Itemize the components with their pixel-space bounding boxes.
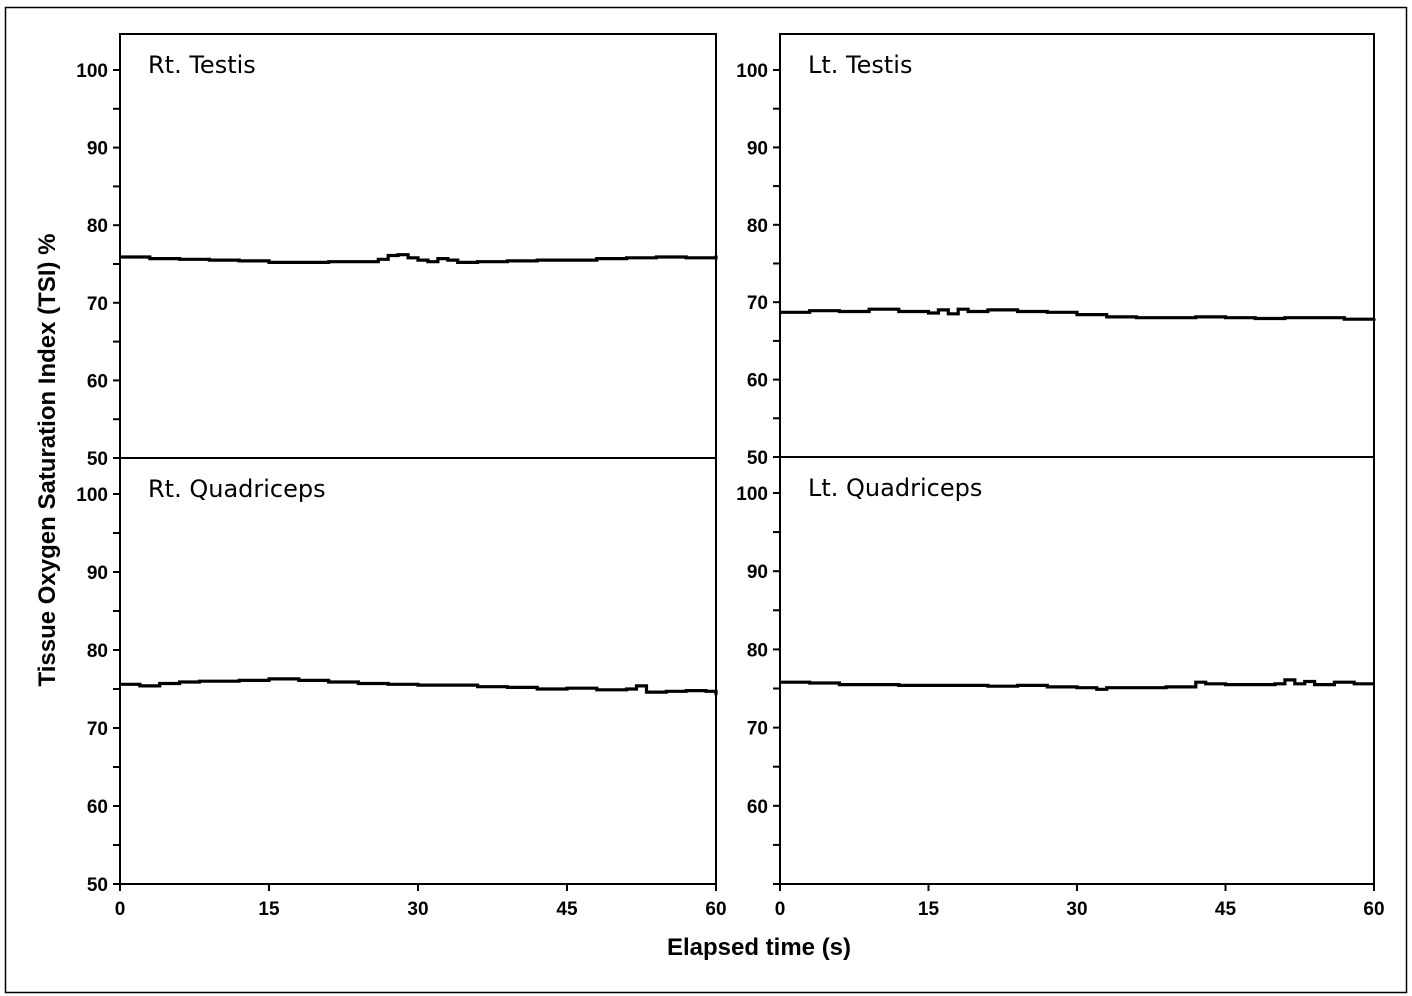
y-tick-label: 70: [87, 294, 108, 315]
y-tick-label: 90: [747, 138, 768, 159]
y-tick-label: 80: [747, 640, 768, 661]
y-tick-label: 80: [87, 641, 108, 662]
x-tick-label: 15: [258, 899, 280, 920]
panel-title-lt-quadriceps: Lt. Quadriceps: [808, 474, 982, 502]
y-tick-label: 50: [87, 875, 108, 896]
y-axis-title: Tissue Oxygen Saturation Index (TSI) %: [34, 234, 61, 687]
panel-title-lt-testis: Lt. Testis: [808, 51, 912, 79]
x-tick-label: 60: [1363, 899, 1384, 920]
y-tick-label: 80: [747, 216, 768, 237]
y-tick-label: 90: [747, 562, 768, 583]
y-tick-label: 80: [87, 216, 108, 237]
series-line-rt-quadriceps: [120, 677, 718, 696]
y-tick-label: 70: [87, 719, 108, 740]
panel-lt-testis: 50 60 70 80 90 100 Lt. Testis: [736, 51, 1376, 469]
x-tick-label: 0: [775, 899, 786, 920]
y-tick-label: 100: [76, 485, 108, 506]
series-line-rt-testis: [120, 253, 718, 264]
y-tick-label: 100: [736, 61, 768, 82]
y-tick-label: 100: [736, 484, 768, 505]
panel-title-rt-testis: Rt. Testis: [148, 51, 256, 79]
y-tick-label: 50: [747, 448, 768, 469]
y-tick-label: 70: [747, 293, 768, 314]
x-axis-title: Elapsed time (s): [667, 934, 851, 961]
panel-rt-quadriceps: 50 60 70 80 90 100 0 15 30 45 60 Rt. Quadriceps: [76, 475, 726, 920]
y-tick-label: 70: [747, 719, 768, 740]
series-line-lt-quadriceps: [780, 678, 1374, 691]
chart-panels: 50 60 70 80 90 100 Rt. Testis 50 60 70 80 90 100 Lt. …: [76, 33, 1385, 920]
y-tick-label: 60: [87, 797, 108, 818]
y-tick-label: 90: [87, 563, 108, 584]
y-tick-label: 60: [747, 797, 768, 818]
x-tick-label: 15: [918, 899, 940, 920]
x-tick-label: 0: [115, 899, 126, 920]
figure-border: [4, 6, 1408, 994]
y-tick-label: 60: [747, 371, 768, 392]
y-tick-label: 100: [76, 61, 108, 82]
y-tick-label: 60: [87, 371, 108, 392]
x-tick-label: 30: [1066, 899, 1087, 920]
x-tick-label: 45: [556, 899, 578, 920]
y-tick-label: 50: [87, 449, 108, 470]
panel-rt-testis: 50 60 70 80 90 100 Rt. Testis: [76, 51, 718, 470]
panel-title-rt-quadriceps: Rt. Quadriceps: [148, 475, 326, 503]
x-tick-label: 45: [1215, 899, 1237, 920]
x-tick-label: 60: [705, 899, 726, 920]
x-tick-label: 30: [407, 899, 428, 920]
panel-lt-quadriceps: 60 70 80 90 100 0 15 30 45 60 Lt. Quadriceps: [736, 474, 1384, 920]
series-line-lt-testis: [780, 307, 1376, 321]
y-tick-label: 90: [87, 139, 108, 160]
